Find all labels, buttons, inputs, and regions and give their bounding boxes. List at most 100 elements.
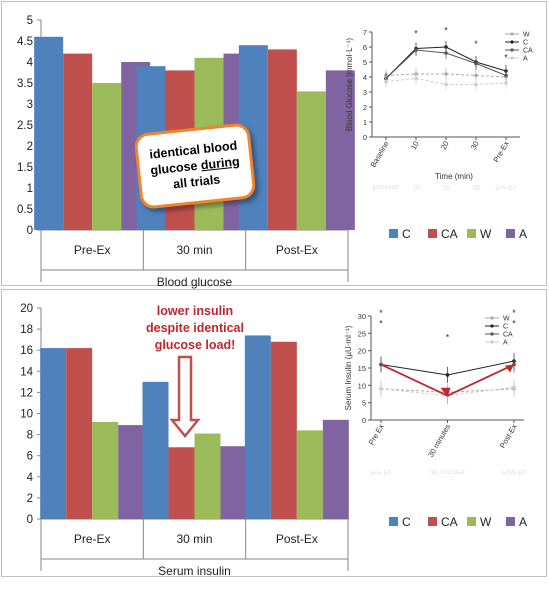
mirrored-label: Post-Ex — [502, 468, 527, 475]
legend-swatch-w — [467, 517, 476, 526]
x-axis-title: Blood glucose — [157, 275, 233, 289]
bar-a — [325, 70, 355, 231]
y-tick-label: 0 — [27, 514, 33, 526]
bar-w — [296, 91, 326, 231]
trend-arrowhead-down — [440, 387, 451, 397]
legend-label-c: C — [402, 515, 411, 529]
y-tick-label: 1.5 — [17, 162, 33, 174]
mirrored-label: Pre-Ex — [495, 183, 517, 190]
legend-marker-w — [490, 316, 494, 320]
legend-label-c: C — [523, 40, 528, 47]
y-tick-label: 4 — [27, 57, 34, 69]
bar-c — [142, 381, 169, 519]
y-tick-label: 3.5 — [17, 78, 33, 90]
y-tick-label: 5 — [362, 399, 366, 408]
y-tick-label: 5 — [27, 15, 33, 27]
y-tick-label: 4 — [363, 73, 367, 82]
x-category-label: 30 min — [176, 532, 212, 546]
bar-c — [40, 348, 67, 519]
bar-w — [92, 83, 122, 230]
legend-label-ca: CA — [523, 48, 533, 55]
y-tick-label: 16 — [20, 345, 33, 357]
x-category-label: Post-Ex — [276, 532, 318, 546]
y-tick-label: 1 — [363, 118, 367, 127]
insulin-callout-line1: lower insulin — [156, 304, 234, 318]
y-tick-label: 0.5 — [17, 204, 33, 216]
data-point-ca — [474, 61, 478, 66]
y-tick-label: 2 — [363, 103, 367, 112]
down-arrow-icon — [169, 355, 201, 438]
y-tick-label: 3 — [363, 88, 367, 97]
x-tick-label: 20 — [439, 140, 451, 152]
y-tick-label: 5 — [363, 58, 367, 67]
bar-w — [296, 430, 323, 519]
legend-marker-ca — [490, 332, 494, 336]
legend-label-c: C — [503, 324, 508, 331]
data-point-a — [504, 81, 508, 85]
y-axis-title: Serum Insulin (µU·ml⁻¹) — [344, 325, 353, 410]
significance-marker: * — [379, 308, 383, 318]
y-tick-label: 25 — [358, 329, 366, 338]
data-point-ca — [444, 51, 448, 55]
data-point-a — [512, 385, 516, 389]
significance-marker: * — [474, 39, 478, 49]
significance-marker: * — [512, 308, 516, 318]
bar-w — [92, 421, 119, 519]
legend-label-a: A — [519, 515, 527, 529]
trend-line-rise — [447, 363, 515, 397]
legend-label-c: C — [402, 227, 411, 241]
data-point-w — [444, 72, 448, 76]
bar-ca — [168, 447, 195, 519]
data-point-a — [414, 76, 418, 81]
legend-swatch-ca — [428, 229, 437, 238]
legend-label-w: W — [480, 227, 492, 241]
legend-label-ca: CA — [441, 515, 458, 529]
y-tick-label: 10 — [20, 409, 33, 421]
mirrored-label: 30 — [472, 183, 480, 190]
insulin-callout: lower insulin despite identical glucose … — [130, 303, 260, 354]
y-tick-label: 0 — [362, 416, 366, 425]
trend-line-drop — [380, 363, 448, 397]
legend-marker-ca — [510, 48, 514, 52]
legend-swatch-w — [467, 229, 476, 238]
y-axis-title: Blood Glucose (mmol·L⁻¹) — [345, 38, 354, 131]
bar-c — [244, 335, 271, 519]
significance-marker: * — [444, 26, 448, 36]
significance-marker: * — [414, 29, 418, 39]
y-tick-label: 2 — [27, 141, 33, 153]
mirrored-label: 30 minutes — [430, 468, 465, 475]
insulin-callout-line2: despite identical — [146, 321, 244, 335]
data-point-ca — [504, 73, 508, 78]
data-point-a — [384, 79, 388, 84]
y-tick-label: 10 — [358, 381, 366, 390]
legend-marker-a — [490, 340, 494, 344]
data-point-a — [444, 82, 448, 87]
mirrored-label: 10 — [412, 183, 420, 190]
significance-marker: * — [504, 53, 508, 63]
insulin-callout-line3: glucose load! — [154, 338, 236, 352]
significance-marker: * — [446, 332, 450, 342]
legend-label-w: W — [480, 515, 492, 529]
y-tick-label: 2 — [27, 493, 33, 505]
bar-a — [220, 446, 247, 519]
significance-marker: * — [379, 318, 383, 328]
legend-swatch-c — [389, 517, 398, 526]
legend-label-ca: CA — [441, 227, 458, 241]
mirrored-label: Baseline — [373, 183, 400, 190]
bar-ca — [66, 348, 93, 519]
bar-ca — [270, 341, 297, 519]
legend-label-a: A — [523, 56, 528, 63]
x-tick-label: 10 — [409, 140, 421, 152]
legend-swatch-a — [506, 517, 515, 526]
y-tick-label: 14 — [20, 366, 33, 378]
bar-ca — [267, 49, 297, 231]
x-category-label: Pre-Ex — [74, 532, 111, 546]
trend-arrowhead-up — [505, 364, 514, 373]
x-category-label: Post-Ex — [276, 243, 318, 257]
data-point-c — [445, 373, 450, 377]
y-tick-label: 15 — [358, 364, 366, 373]
legend-label-w: W — [523, 32, 530, 39]
